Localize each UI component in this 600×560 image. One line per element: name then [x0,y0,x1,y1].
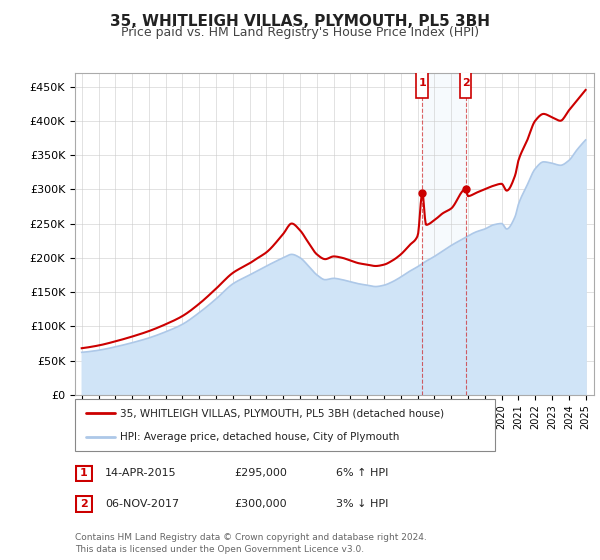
Text: 2: 2 [80,499,88,509]
Text: 6% ↑ HPI: 6% ↑ HPI [336,468,388,478]
Text: 1: 1 [418,78,426,88]
Text: £295,000: £295,000 [234,468,287,478]
Bar [422,73,466,395]
Text: £300,000: £300,000 [234,499,287,509]
FancyBboxPatch shape [76,466,92,480]
Text: 14-APR-2015: 14-APR-2015 [105,468,176,478]
Text: 1: 1 [80,468,88,478]
FancyBboxPatch shape [416,68,428,98]
FancyBboxPatch shape [76,497,92,511]
Text: 3% ↓ HPI: 3% ↓ HPI [336,499,388,509]
Text: 35, WHITLEIGH VILLAS, PLYMOUTH, PL5 3BH (detached house): 35, WHITLEIGH VILLAS, PLYMOUTH, PL5 3BH … [121,408,445,418]
FancyBboxPatch shape [75,399,495,451]
FancyBboxPatch shape [460,68,472,98]
Text: Contains HM Land Registry data © Crown copyright and database right 2024.
This d: Contains HM Land Registry data © Crown c… [75,533,427,554]
Text: 2: 2 [461,78,469,88]
Text: HPI: Average price, detached house, City of Plymouth: HPI: Average price, detached house, City… [121,432,400,442]
Text: 35, WHITLEIGH VILLAS, PLYMOUTH, PL5 3BH: 35, WHITLEIGH VILLAS, PLYMOUTH, PL5 3BH [110,14,490,29]
Text: Price paid vs. HM Land Registry's House Price Index (HPI): Price paid vs. HM Land Registry's House … [121,26,479,39]
Text: 06-NOV-2017: 06-NOV-2017 [105,499,179,509]
